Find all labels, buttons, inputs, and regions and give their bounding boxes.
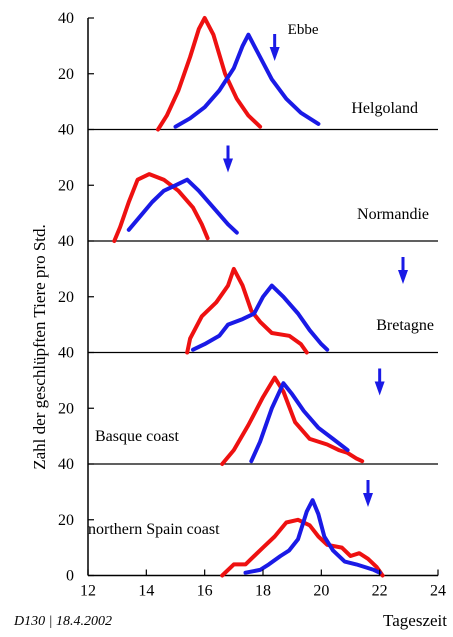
ebbe-arrow-head — [269, 47, 280, 61]
ebbe-arrow-icon — [398, 257, 408, 284]
ebbe-arrow-head — [363, 493, 373, 507]
ebbe-arrow-icon — [223, 145, 233, 173]
ebbe-arrow-head — [223, 158, 233, 173]
panel-label: northern Spain coast — [88, 521, 220, 538]
x-tick-label: 24 — [430, 583, 446, 600]
y-tick-label: 20 — [58, 512, 74, 529]
ebbe-arrow-icon — [269, 34, 280, 61]
panel-label: Normandie — [357, 206, 429, 223]
y-tick-label: 40 — [58, 233, 74, 250]
series-blue-line — [191, 283, 330, 352]
x-tick-label: 20 — [313, 583, 329, 600]
x-tick-label: 16 — [197, 583, 213, 600]
panel-northern-spain-coast: northern Spain coast — [88, 480, 385, 578]
y-tick-label: 20 — [58, 289, 74, 306]
series-red-line — [112, 172, 210, 243]
x-tick-label: 18 — [255, 583, 271, 600]
x-tick-label: 22 — [372, 583, 388, 600]
ebbe-label: Ebbe — [288, 22, 319, 38]
series-blue-line — [173, 32, 321, 129]
x-tick-label: 14 — [138, 583, 154, 600]
ebbe-arrow-head — [374, 381, 385, 396]
panel-bretagne: Bretagne — [88, 257, 438, 355]
y-tick-label: 40 — [58, 122, 74, 139]
series-red-line — [220, 517, 385, 578]
panel-label: Basque coast — [95, 428, 180, 445]
x-axis: 12 14 16 18 20 22 24 — [80, 569, 446, 600]
series-red-line — [185, 266, 309, 355]
series-red-line — [156, 16, 263, 132]
y-tick-label: 0 — [66, 568, 74, 585]
ebbe-arrow-icon — [374, 368, 385, 396]
panel-normandie: Normandie — [88, 145, 438, 243]
ebbe-arrow-icon — [363, 480, 373, 507]
series-blue-line — [243, 498, 382, 575]
y-tick-label: 40 — [58, 345, 74, 362]
y-tick-label: 20 — [58, 177, 74, 194]
y-axis: 40 20 40 20 40 20 40 20 40 20 0 — [58, 10, 94, 585]
figure-code-note: D130 | 18.4.2002 — [14, 614, 112, 629]
y-tick-label: 20 — [58, 400, 74, 417]
y-tick-label: 40 — [58, 456, 74, 473]
panel-label: Bretagne — [376, 317, 434, 334]
y-tick-label: 20 — [58, 66, 74, 83]
y-axis-label: Zahl der geschlüpften Tiere pro Std. — [30, 224, 49, 470]
x-axis-label: Tageszeit — [383, 611, 447, 630]
panel-helgoland: Helgoland Ebbe — [88, 16, 438, 132]
series-red-line — [220, 375, 365, 466]
panel-label: Helgoland — [351, 100, 418, 117]
series-blue-line — [249, 381, 350, 464]
panels: Helgoland Ebbe Normandie Bretagne Basque coa… — [88, 16, 438, 578]
y-tick-label: 40 — [58, 10, 74, 27]
ebbe-arrow-head — [398, 270, 408, 284]
panel-basque-coast: Basque coast — [88, 368, 438, 466]
series-blue-line — [126, 177, 239, 235]
x-tick-label: 12 — [80, 583, 96, 600]
